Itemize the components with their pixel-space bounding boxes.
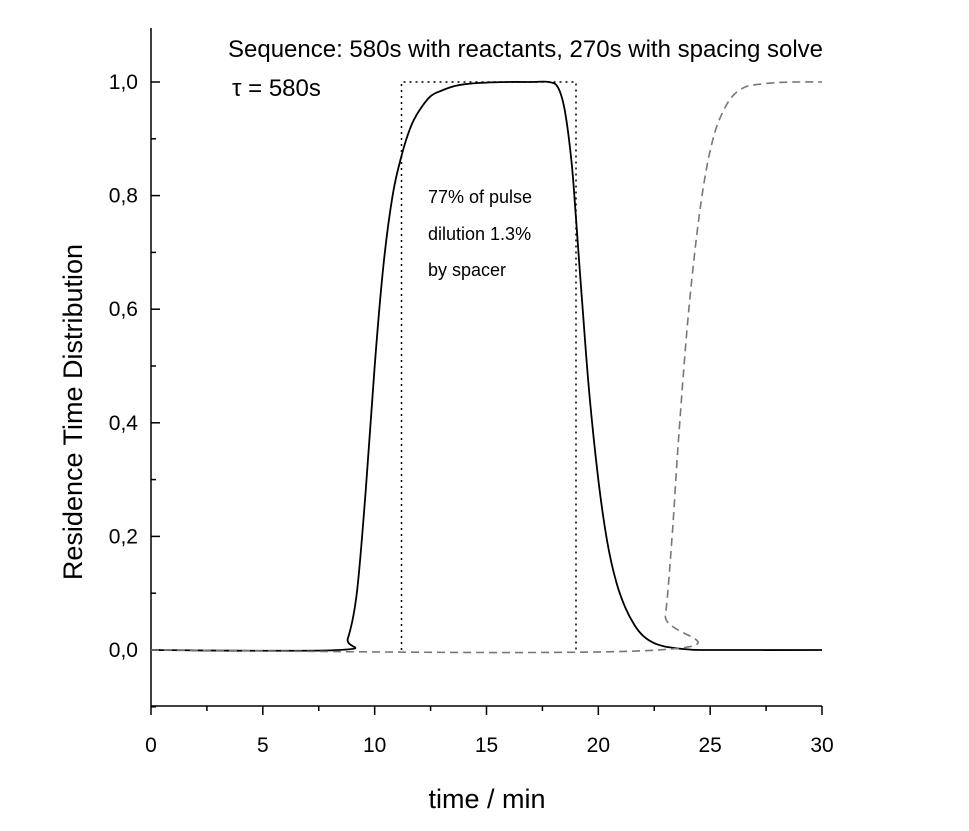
rtd-solid-line [150, 80, 823, 652]
x-tick-label: 10 [363, 734, 386, 757]
x-tick-label: 0 [145, 734, 157, 757]
annotation-line-3: by spacer [428, 260, 506, 280]
x-axis-title: time / min [428, 784, 545, 814]
annotation-line-2: dilution 1.3% [428, 224, 531, 244]
y-axis-title: Residence Time Distribution [58, 244, 88, 580]
y-tick-label: 0,2 [109, 525, 138, 548]
annotation-line-1: 77% of pulse [428, 187, 532, 207]
x-tick-label: 25 [698, 734, 721, 757]
y-tick-label: 1,0 [109, 71, 138, 94]
x-tick-label: 15 [475, 734, 498, 757]
y-tick-label: 0,6 [109, 298, 138, 321]
x-tick-label: 20 [587, 734, 610, 757]
ticks: 0 5 10 15 20 25 30 0,0 0,2 0,4 0,6 0,8 1,0 [109, 71, 834, 757]
x-tick-label: 5 [257, 734, 269, 757]
axes [150, 28, 822, 707]
rtd-dashed-line [150, 81, 823, 654]
chart-subtitle: τ = 580s [232, 75, 321, 102]
chart-title: Sequence: 580s with reactants, 270s with… [228, 36, 823, 63]
pulse-box-dotted-line [400, 81, 577, 650]
y-tick-label: 0,8 [109, 185, 138, 208]
x-tick-label: 30 [810, 734, 833, 757]
y-tick-label: 0,0 [109, 639, 138, 662]
y-tick-label: 0,4 [109, 412, 139, 435]
series-lines [150, 80, 823, 654]
